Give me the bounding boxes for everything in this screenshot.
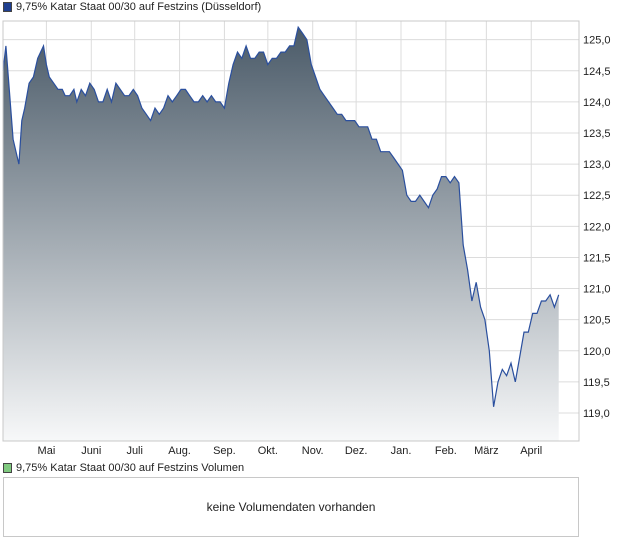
x-tick-label: März — [474, 445, 498, 457]
y-axis: 119,0 119,5 120,0 120,5 121,0 121,5 122,0 122,5… — [583, 35, 611, 420]
y-tick-label: 120,0 — [583, 346, 611, 358]
x-tick-label: Feb. — [435, 445, 457, 457]
y-tick-label: 119,0 — [583, 408, 610, 420]
x-tick-label: Okt. — [258, 445, 278, 457]
plot-frame — [2, 20, 580, 442]
volume-legend-swatch — [3, 463, 12, 473]
y-tick-label: 121,0 — [583, 284, 611, 296]
y-tick-label: 123,0 — [583, 159, 611, 171]
volume-legend: 9,75% Katar Staat 00/30 auf Festzins Vol… — [3, 461, 244, 475]
y-tick-label: 119,5 — [583, 377, 610, 389]
x-tick-label: Nov. — [302, 445, 324, 457]
price-chart: 119,0 119,5 120,0 120,5 121,0 121,5 122,0 122,5… — [2, 20, 611, 457]
price-line — [2, 25, 560, 407]
y-tick-label: 124,0 — [583, 97, 611, 109]
x-tick-label: Juni — [81, 445, 101, 457]
x-tick-label: April — [520, 445, 542, 457]
volume-empty-message: keine Volumendaten vorhanden — [206, 500, 376, 514]
volume-chart: keine Volumendaten vorhanden — [3, 477, 579, 537]
x-tick-label: Sep. — [213, 445, 236, 457]
price-area — [3, 27, 559, 441]
y-tick-label: 125,0 — [583, 35, 611, 47]
x-tick-label: Juli — [126, 445, 143, 457]
price-legend: 9,75% Katar Staat 00/30 auf Festzins (Dü… — [3, 0, 261, 14]
y-tick-label: 122,5 — [583, 190, 611, 202]
y-tick-label: 121,5 — [583, 252, 611, 264]
x-tick-label: Jan. — [391, 445, 412, 457]
x-tick-label: Mai — [38, 445, 56, 457]
x-tick-label: Dez. — [345, 445, 368, 457]
x-axis: Mai Juni Juli Aug. Sep. Okt. Nov. Dez. Jan. Feb. M… — [38, 445, 543, 457]
y-tick-label: 122,0 — [583, 221, 611, 233]
y-tick-label: 124,5 — [583, 66, 611, 78]
x-tick-label: Aug. — [168, 445, 191, 457]
y-tick-label: 123,5 — [583, 128, 611, 140]
y-tick-label: 120,5 — [583, 315, 611, 327]
volume-legend-label: 9,75% Katar Staat 00/30 auf Festzins Vol… — [16, 462, 245, 474]
price-legend-label: 9,75% Katar Staat 00/30 auf Festzins (Dü… — [16, 1, 262, 13]
price-legend-swatch — [3, 2, 12, 12]
